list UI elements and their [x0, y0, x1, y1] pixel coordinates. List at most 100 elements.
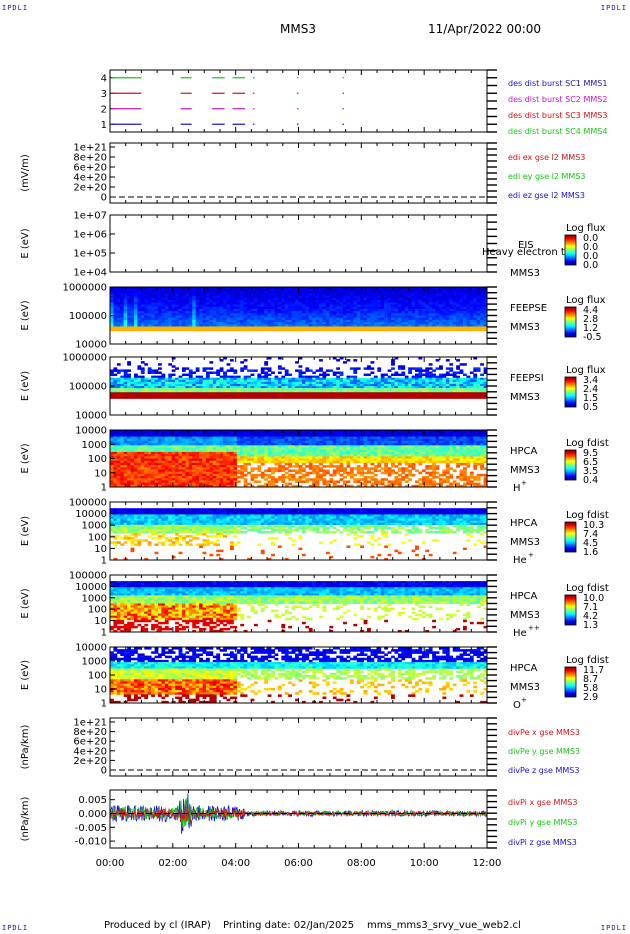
feepse-cell	[370, 297, 375, 301]
feepse-cell	[157, 302, 162, 305]
hpca_h-cell	[216, 462, 221, 466]
feepse-cell	[250, 324, 255, 327]
hpca_h-cell	[188, 434, 193, 437]
feepse-cell	[161, 315, 166, 319]
feepse-cell	[175, 324, 179, 327]
eis-y-tick-label: 1e+07	[73, 211, 107, 222]
feepsi-cell	[370, 381, 375, 385]
feepse-cell	[260, 311, 265, 314]
feepse-cell	[147, 322, 152, 325]
feepse-cell	[120, 322, 125, 325]
feepsi-cell	[188, 394, 193, 397]
feepse-cell	[445, 291, 450, 294]
feepse-cell	[130, 306, 135, 310]
feepse-cell	[319, 306, 323, 310]
feepse-cell	[120, 300, 125, 303]
feepse-cell	[415, 287, 419, 290]
feepsi-cell	[428, 394, 433, 397]
feepsi-cell	[408, 383, 412, 387]
feepse-cell	[301, 308, 306, 312]
feepsi-cell	[356, 396, 361, 399]
hpca_h-cell	[216, 447, 221, 451]
hpca_h-cell	[151, 478, 155, 481]
feepsi-cell	[295, 386, 299, 389]
feepse-cell	[219, 293, 224, 297]
feepse-cell	[415, 328, 419, 332]
feepse-cell	[353, 317, 358, 321]
edi-y-tick-label: 0	[101, 193, 107, 204]
hpca_h-cell	[171, 460, 176, 464]
feepse-cell	[247, 289, 251, 292]
feepse-cell	[308, 311, 313, 314]
feepse-cell	[205, 326, 210, 330]
feepsi-cell	[408, 371, 412, 374]
feepse-cell	[425, 324, 430, 327]
hpca_h-cell	[120, 484, 125, 488]
feepsi-cell	[373, 394, 378, 397]
feepsi-cell	[480, 363, 484, 366]
feepse-cell	[463, 319, 467, 323]
feepse-cell	[312, 295, 317, 299]
feepsi-cell	[445, 379, 450, 383]
feepse-cell	[473, 289, 478, 292]
feepse-cell	[195, 293, 200, 297]
feepse-cell	[315, 289, 320, 292]
feepse-cell	[483, 306, 488, 310]
feepse-cell	[480, 324, 484, 327]
feepse-cell	[428, 311, 433, 314]
feepsi-cell	[110, 371, 114, 374]
feepse-cell	[236, 313, 241, 316]
feepse-cell	[137, 328, 142, 332]
feepse-cell	[250, 328, 255, 332]
feepsi-cell	[445, 388, 450, 391]
feepsi-cell	[175, 367, 179, 370]
feepse-cell	[449, 317, 454, 321]
feepsi-cell	[463, 383, 467, 387]
feepsi-cell	[452, 375, 457, 379]
hpca_h-cell	[161, 436, 166, 440]
feepse-cell	[192, 293, 197, 297]
feepse-cell	[120, 295, 125, 299]
feepsi-cell	[425, 371, 430, 374]
feepsi-cell	[391, 359, 395, 362]
hpca_h-cell	[164, 434, 169, 437]
feepsi-cell	[346, 394, 351, 397]
feepsi-cell	[387, 392, 392, 395]
feepsi-cell	[284, 381, 289, 385]
feepse-cell	[312, 328, 317, 332]
feepse-cell	[459, 287, 464, 290]
hpca_h-cell	[120, 476, 125, 479]
feepse-cell	[229, 293, 234, 297]
hpca_h-cell	[110, 430, 114, 433]
feepsi-cell	[271, 390, 275, 393]
feepse-cell	[401, 319, 406, 323]
hpca_h-cell	[116, 462, 121, 466]
feepsi-cell	[445, 390, 450, 393]
feepsi-cell	[291, 381, 296, 385]
feepsi-cell	[394, 373, 399, 377]
feepse-cell	[295, 289, 299, 292]
feepsi-cell	[205, 394, 210, 397]
hpca_h-cell	[216, 460, 221, 464]
feepse-cell	[466, 291, 471, 294]
feepse-cell	[480, 297, 484, 301]
hpca_h-cell	[212, 473, 217, 477]
feepse-cell	[442, 291, 447, 294]
feepse-cell	[185, 322, 190, 325]
feepsi-cell	[459, 386, 464, 389]
feepsi-cell	[339, 381, 344, 385]
feepse-cell	[442, 306, 447, 310]
feepse-cell	[319, 295, 323, 299]
feepse-cell	[233, 324, 238, 327]
feepsi-cell	[442, 396, 447, 399]
feepsi-cell	[425, 369, 430, 372]
feepse-cell	[452, 319, 457, 323]
hpca_h-cell	[171, 462, 176, 466]
hpca_h-cell	[133, 469, 138, 473]
feepse-cell	[432, 289, 436, 292]
feepse-cell	[161, 295, 166, 299]
feepse-cell	[360, 302, 365, 305]
hpca_h-cell	[130, 436, 135, 440]
feepsi-cell	[397, 367, 402, 370]
hpca_h-cell	[133, 458, 138, 462]
